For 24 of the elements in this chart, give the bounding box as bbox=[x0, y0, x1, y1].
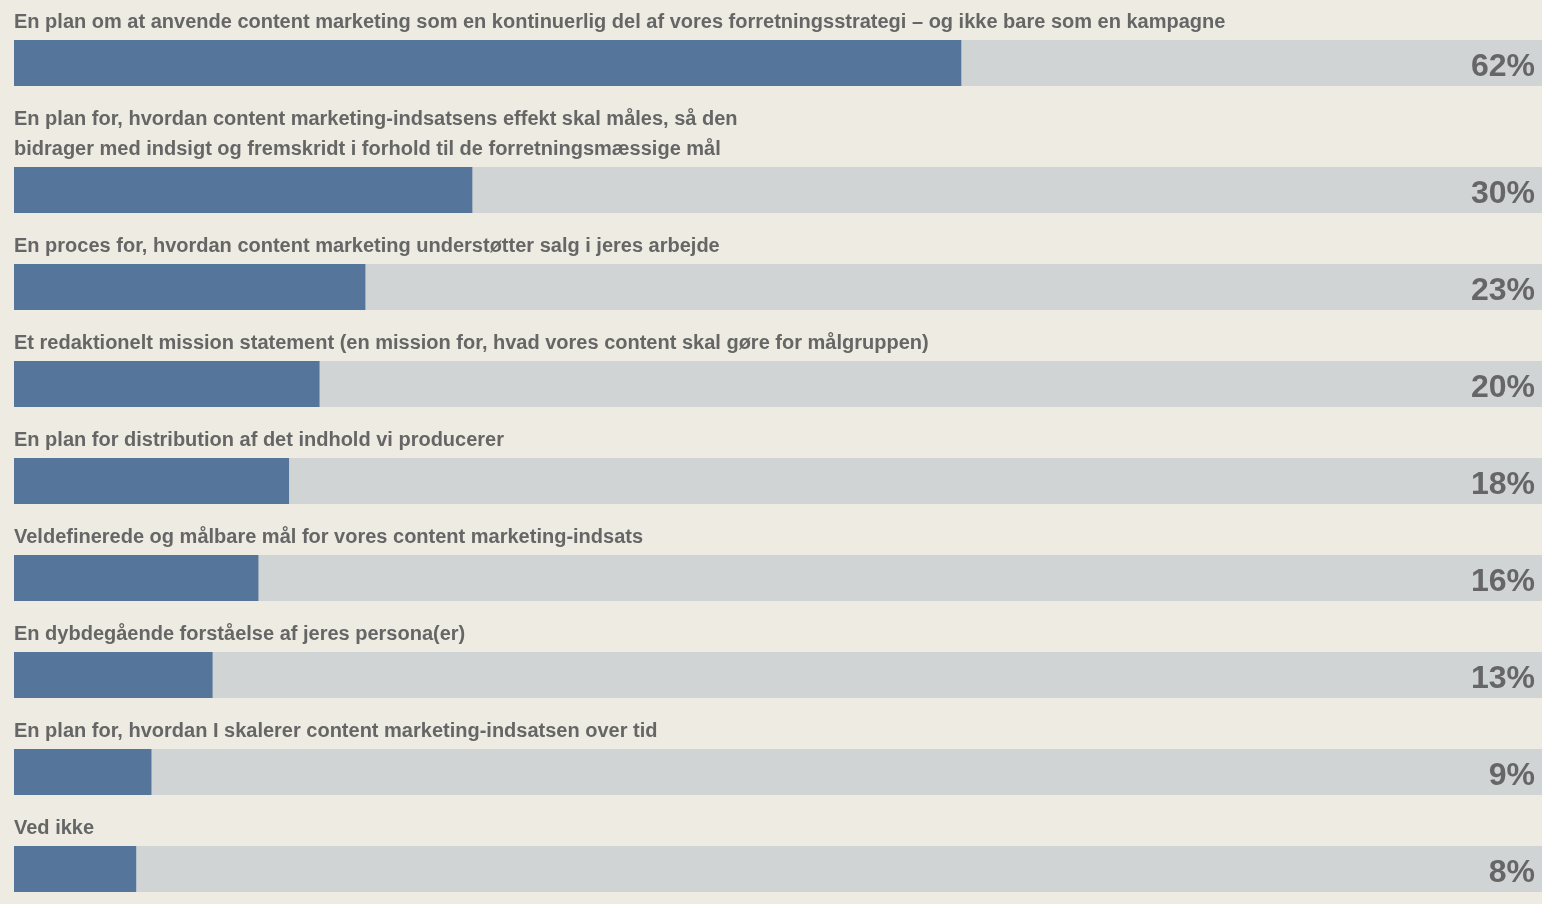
bar bbox=[14, 458, 290, 504]
y-tick-label: Ved ikke bbox=[14, 816, 95, 838]
data-label: 30% bbox=[1470, 174, 1535, 210]
data-label: 20% bbox=[1470, 368, 1535, 404]
bar bbox=[14, 749, 152, 795]
y-tick-label: En plan for, hvordan I skalerer content marketing-indsatsen over tid bbox=[14, 719, 658, 741]
bar bbox=[14, 652, 213, 698]
data-label: 13% bbox=[1470, 659, 1535, 695]
y-tick-label: En plan for, hvordan content marketing-indsatsens effekt skal måles, så den bidrager med indsigt og fremskridt i forhold til de forretningsmæssige mål bbox=[14, 107, 738, 159]
bar bbox=[14, 361, 320, 407]
data-label: 23% bbox=[1470, 271, 1535, 307]
data-label: 16% bbox=[1470, 562, 1535, 598]
data-label: 9% bbox=[1488, 756, 1535, 792]
y-tick-label: En proces for, hvordan content marketing understøtter salg i jeres arbejde bbox=[14, 234, 720, 256]
data-label: 18% bbox=[1470, 465, 1535, 501]
y-tick-label: En plan om at anvende content marketing som en kontinuerlig del af vores forretningsstrategi – og ikke bare som en kampagne bbox=[14, 10, 1226, 32]
y-tick-label: En dybdegående forståelse af jeres persona(er) bbox=[14, 622, 466, 644]
y-tick-label: Et redaktionelt mission statement (en mission for, hvad vores content skal gøre for målgruppen) bbox=[14, 331, 929, 353]
bar bbox=[14, 555, 259, 601]
data-label: 62% bbox=[1470, 47, 1535, 83]
y-tick-label: En plan for distribution af det indhold vi producerer bbox=[14, 428, 505, 450]
y-tick-label: Veldefinerede og målbare mål for vores content marketing-indsats bbox=[14, 525, 644, 547]
data-label: 8% bbox=[1488, 853, 1535, 889]
bar bbox=[14, 846, 137, 892]
